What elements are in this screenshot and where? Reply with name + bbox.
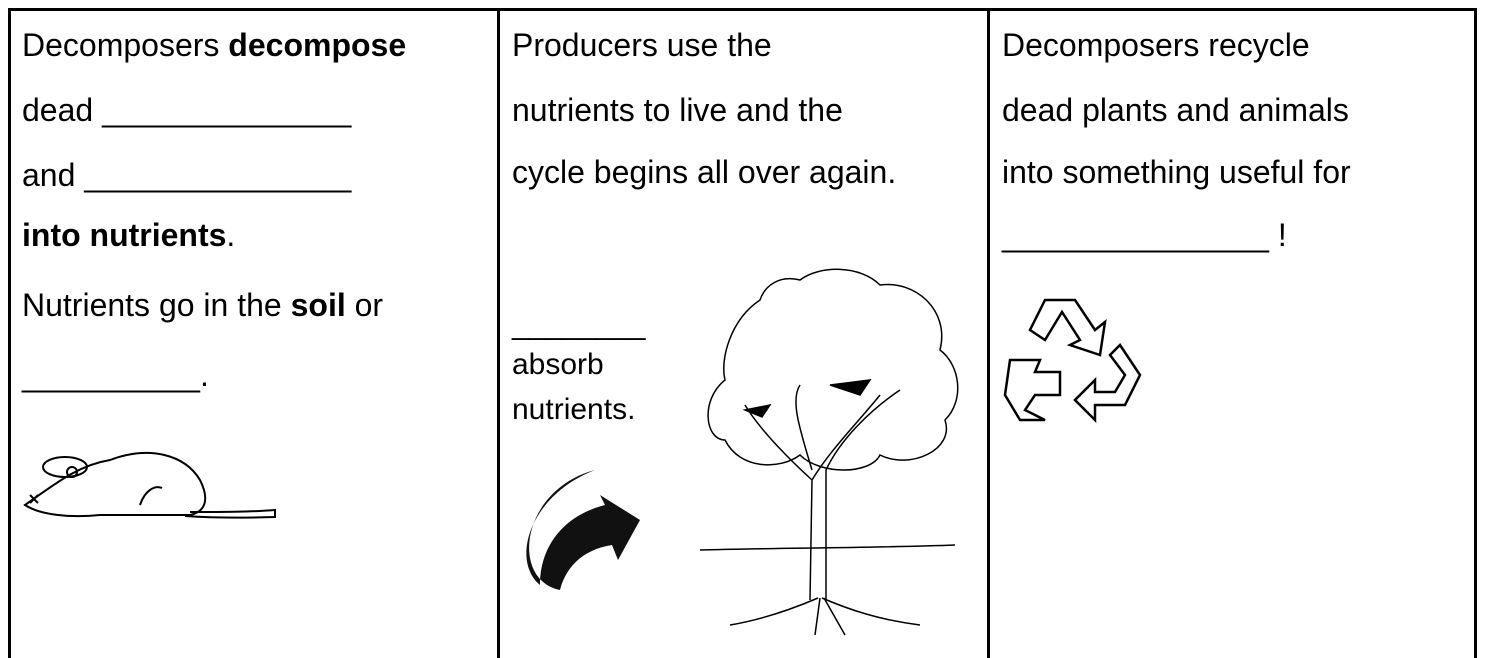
text: __________. xyxy=(22,357,209,393)
text-line: dead plants and animals xyxy=(1002,90,1349,130)
text: dead plants and animals xyxy=(1002,92,1349,128)
text: Producers use the xyxy=(512,27,772,63)
text: nutrients. xyxy=(512,393,636,426)
text: dead ______________ xyxy=(22,92,352,128)
text: into something useful for xyxy=(1002,154,1351,190)
panel xyxy=(987,8,1477,658)
text-line: cycle begins all over again. xyxy=(512,152,896,192)
curved-arrow xyxy=(526,470,640,590)
text-line: _______________ ! xyxy=(1002,215,1287,255)
text: Decomposers xyxy=(22,27,229,63)
text: nutrients to live and the xyxy=(512,92,843,128)
text: Decomposers recycle xyxy=(1002,27,1310,63)
bold-text: into nutrients xyxy=(22,217,227,253)
bold-text: soil xyxy=(290,287,346,323)
text-line: ________ xyxy=(512,305,645,345)
text-line: Producers use the xyxy=(512,25,772,65)
text: and _______________ xyxy=(22,157,352,193)
text-line: Decomposers decompose xyxy=(22,25,406,65)
text: ________ xyxy=(512,308,646,341)
text: cycle begins all over again. xyxy=(512,154,897,190)
text-line: into nutrients. xyxy=(22,215,235,255)
text: absorb xyxy=(512,348,604,381)
text-line: dead ______________ xyxy=(22,90,351,130)
panel xyxy=(497,8,987,658)
text: . xyxy=(226,217,236,253)
recycle-symbol xyxy=(1003,298,1142,424)
tree-drawing xyxy=(699,268,959,636)
text-line: into something useful for xyxy=(1002,152,1351,192)
text-line: Nutrients go in the soil or xyxy=(22,285,383,325)
text-line: Decomposers recycle xyxy=(1002,25,1310,65)
text-line: __________. xyxy=(22,355,209,395)
text-line: and _______________ xyxy=(22,155,351,195)
text-line: nutrients to live and the xyxy=(512,90,843,130)
text: or xyxy=(345,287,384,323)
dead-mouse-drawing xyxy=(23,452,276,519)
text: Nutrients go in the xyxy=(22,287,291,323)
text: _______________ ! xyxy=(1002,217,1287,253)
bold-text: decompose xyxy=(228,27,407,63)
text-line: nutrients. xyxy=(512,390,635,430)
panel xyxy=(8,8,497,658)
text-line: absorb xyxy=(512,345,604,385)
